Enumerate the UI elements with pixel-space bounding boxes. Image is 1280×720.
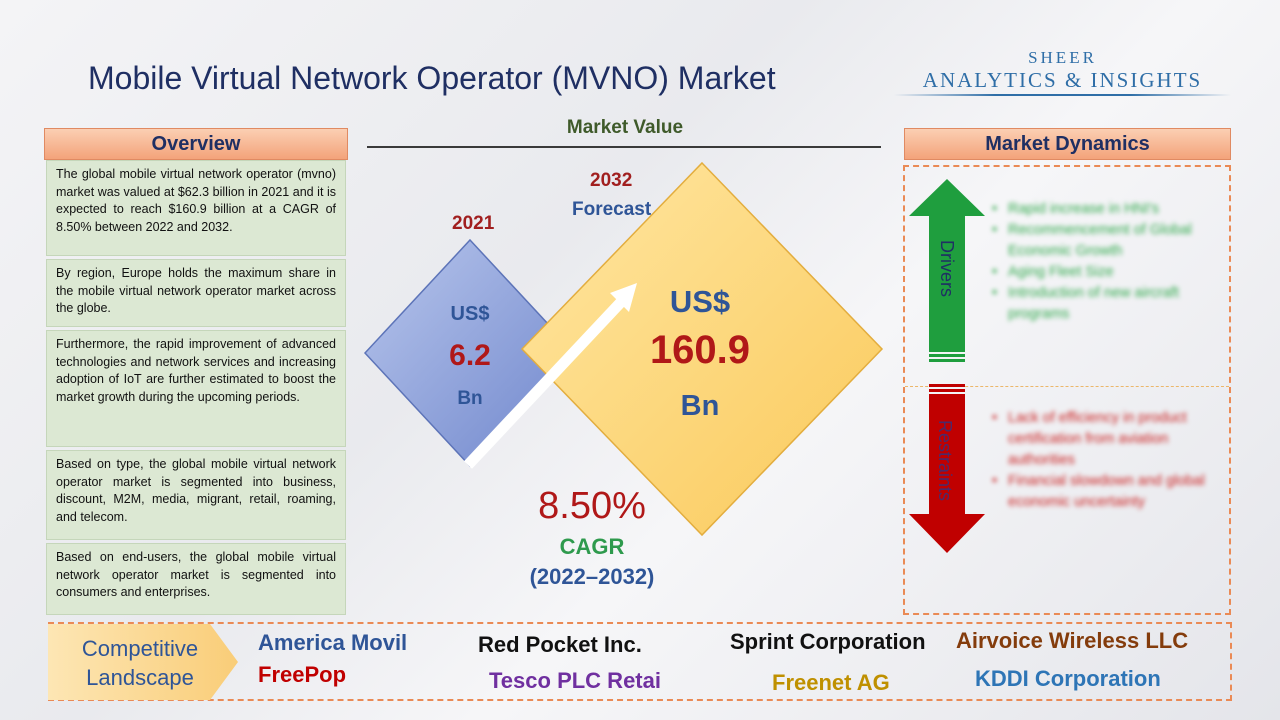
company-name: FreePop	[258, 662, 347, 687]
restraints-label: Restraints	[935, 420, 955, 502]
market-dynamics-header: Market Dynamics	[904, 128, 1231, 160]
competitive-label-line2: Landscape	[86, 665, 194, 690]
company-name: America Movil	[258, 630, 408, 655]
company-name: Airvoice Wireless LLC	[956, 628, 1189, 653]
forecast-diamond	[520, 161, 884, 537]
overview-paragraph-1: The global mobile virtual network operat…	[46, 160, 346, 256]
cagr-period: (2022–2032)	[529, 564, 655, 589]
drivers-list: Rapid increase in HNI's Recommencement o…	[992, 199, 1222, 325]
market-value-graphic	[363, 161, 884, 537]
cagr-value: 8.50%	[538, 485, 646, 527]
driver-item: Introduction of new aircraft programs	[992, 283, 1222, 325]
restraints-arrow-stripe	[929, 384, 965, 387]
logo-line2: ANALYTICS & INSIGHTS	[922, 68, 1203, 92]
restraints-list: Lack of efficiency in product certificat…	[992, 408, 1212, 513]
overview-header: Overview	[44, 128, 348, 160]
base-year: 2021	[452, 213, 495, 234]
market-value-divider	[367, 146, 881, 148]
driver-item: Recommencement of Global Economic Growth	[992, 220, 1222, 262]
drivers-arrow-stripe	[929, 359, 965, 362]
forecast-label: Forecast	[572, 199, 652, 220]
page-title: Mobile Virtual Network Operator (MVNO) M…	[88, 60, 776, 96]
company-name: Sprint Corporation	[730, 629, 926, 654]
forecast-value: 160.9	[649, 328, 751, 372]
logo-line1: SHEER	[1028, 48, 1097, 67]
base-value: 6.2	[449, 339, 491, 372]
competitive-landscape-chevron	[48, 624, 238, 700]
drivers-arrow-icon	[909, 179, 985, 352]
market-dynamics-panel	[903, 165, 1231, 615]
restraints-arrow-stripe	[929, 389, 965, 392]
driver-item: Rapid increase in HNI's	[992, 199, 1222, 220]
market-value-header: Market Value	[566, 117, 684, 138]
company-name: Freenet AG	[772, 670, 890, 695]
forecast-year: 2032	[590, 170, 633, 191]
dynamics-arrows	[909, 179, 985, 553]
drivers-arrow-stripe	[929, 354, 965, 357]
restraint-item: Lack of efficiency in product certificat…	[992, 408, 1212, 471]
base-currency: US$	[450, 303, 490, 325]
overview-paragraph-3: Furthermore, the rapid improvement of ad…	[46, 330, 346, 447]
cagr-label: CAGR	[559, 534, 625, 559]
base-unit: Bn	[457, 388, 483, 409]
drivers-label: Drivers	[937, 240, 957, 297]
company-name: Red Pocket Inc.	[478, 632, 642, 657]
overview-paragraph-2: By region, Europe holds the maximum shar…	[46, 259, 346, 327]
overview-paragraph-5: Based on end-users, the global mobile vi…	[46, 543, 346, 615]
forecast-unit: Bn	[680, 390, 720, 422]
competitive-label-line1: Competitive	[81, 636, 199, 661]
restraint-item: Financial slowdown and global economic u…	[992, 471, 1212, 513]
company-name: Tesco PLC Retai	[489, 668, 661, 693]
competitive-landscape-label: Competitive Landscape	[60, 634, 220, 692]
market-dynamics-divider	[905, 386, 1229, 387]
company-name: KDDI Corporation	[975, 666, 1161, 691]
forecast-currency: US$	[669, 284, 731, 319]
growth-arrow-head	[610, 283, 637, 312]
restraints-arrow-icon	[909, 394, 985, 553]
overview-paragraph-4: Based on type, the global mobile virtual…	[46, 450, 346, 540]
driver-item: Aging Fleet Size	[992, 262, 1222, 283]
logo-underline	[894, 94, 1231, 96]
growth-arrow-shaft	[463, 297, 627, 469]
company-logo: SHEER ANALYTICS & INSIGHTS	[890, 48, 1235, 96]
